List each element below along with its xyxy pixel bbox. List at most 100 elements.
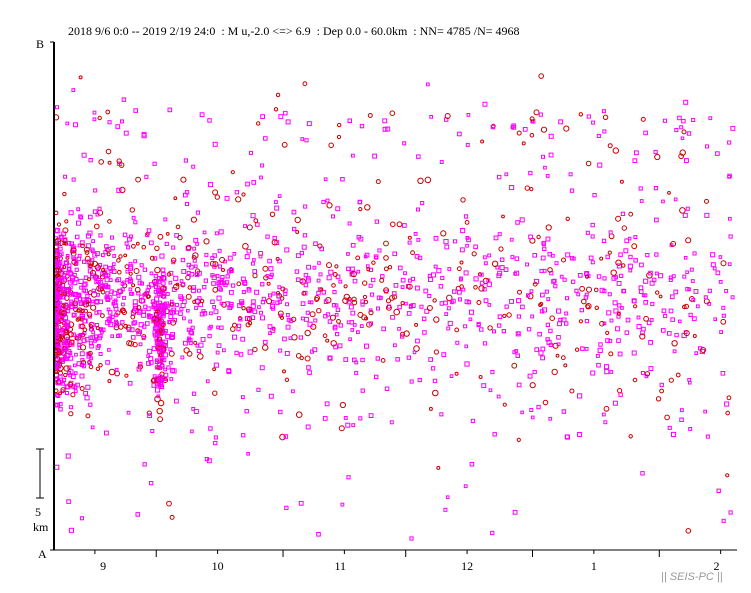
- event-circle: [351, 296, 357, 302]
- event-square: [65, 453, 71, 459]
- event-square: [431, 272, 437, 278]
- event-square: [321, 199, 326, 205]
- event-square: [331, 303, 337, 308]
- event-square: [595, 353, 600, 358]
- event-square: [323, 299, 329, 304]
- event-square: [343, 357, 349, 362]
- event-square: [295, 277, 301, 282]
- event-circle: [337, 122, 342, 128]
- label-a: A: [38, 547, 47, 561]
- event-circle: [149, 255, 155, 261]
- event-circle: [336, 319, 341, 324]
- event-square: [87, 360, 92, 366]
- event-square: [661, 308, 667, 314]
- event-square: [244, 409, 249, 414]
- event-square: [420, 201, 425, 206]
- event-square: [562, 277, 567, 282]
- event-square: [335, 206, 341, 212]
- event-circle: [363, 299, 369, 305]
- event-square: [306, 264, 312, 270]
- event-square: [165, 334, 171, 339]
- event-square: [184, 201, 189, 206]
- event-square: [672, 349, 677, 354]
- event-circle: [325, 338, 330, 343]
- event-square: [148, 314, 153, 319]
- event-square: [432, 378, 438, 384]
- event-square: [251, 299, 256, 304]
- event-square: [273, 200, 278, 205]
- event-square: [661, 199, 665, 204]
- event-circle: [692, 334, 697, 338]
- event-square: [668, 308, 674, 314]
- event-square: [417, 255, 423, 261]
- event-circle: [156, 407, 163, 415]
- event-square: [85, 294, 90, 299]
- event-square: [304, 316, 309, 322]
- event-square: [78, 214, 83, 219]
- event-circle: [339, 401, 346, 409]
- event-square: [82, 259, 87, 264]
- event-circle: [446, 294, 453, 302]
- event-square: [668, 275, 673, 280]
- event-square: [305, 310, 310, 315]
- event-circle: [725, 410, 731, 416]
- event-circle: [116, 158, 122, 164]
- event-circle: [130, 314, 136, 320]
- event-circle: [65, 255, 70, 260]
- event-circle: [517, 289, 522, 295]
- event-square: [332, 290, 337, 295]
- event-square: [504, 304, 509, 309]
- event-circle: [284, 377, 290, 382]
- event-square: [131, 321, 136, 326]
- event-square: [512, 509, 518, 515]
- event-square: [408, 305, 413, 309]
- event-square: [195, 242, 199, 246]
- event-circle: [314, 297, 320, 302]
- event-square: [216, 343, 222, 348]
- event-circle: [644, 371, 651, 377]
- event-circle: [560, 355, 566, 361]
- event-square: [628, 268, 633, 273]
- event-square: [428, 277, 433, 283]
- event-circle: [154, 245, 160, 252]
- event-square: [161, 275, 167, 281]
- event-circle: [160, 285, 167, 292]
- scale-bar-unit: km: [33, 520, 49, 534]
- event-square: [580, 346, 585, 351]
- event-square: [364, 343, 370, 349]
- event-square: [385, 126, 391, 132]
- event-square: [288, 336, 293, 341]
- event-square: [483, 298, 489, 304]
- event-circle: [704, 198, 709, 204]
- event-square: [288, 318, 294, 324]
- event-square: [136, 274, 142, 280]
- event-circle: [536, 234, 541, 240]
- event-circle: [84, 250, 90, 255]
- event-square: [213, 440, 218, 446]
- event-square: [604, 364, 610, 370]
- event-circle: [569, 388, 575, 394]
- event-circle: [236, 281, 242, 287]
- event-square: [99, 328, 104, 333]
- event-square: [422, 330, 427, 335]
- event-square: [84, 336, 90, 342]
- event-square: [168, 314, 174, 320]
- event-square: [379, 296, 383, 300]
- event-square: [346, 252, 350, 256]
- event-square: [192, 246, 197, 251]
- event-square: [66, 240, 72, 246]
- event-circle: [70, 392, 76, 398]
- event-circle: [266, 298, 273, 305]
- event-square: [446, 306, 451, 311]
- event-square: [545, 322, 551, 328]
- event-square: [128, 287, 133, 292]
- event-circle: [383, 240, 389, 247]
- event-circle: [459, 260, 464, 265]
- event-square: [71, 255, 76, 260]
- event-square: [249, 150, 253, 155]
- event-square: [255, 222, 260, 227]
- event-circle: [157, 416, 164, 423]
- event-circle: [89, 269, 97, 277]
- event-square: [79, 313, 84, 318]
